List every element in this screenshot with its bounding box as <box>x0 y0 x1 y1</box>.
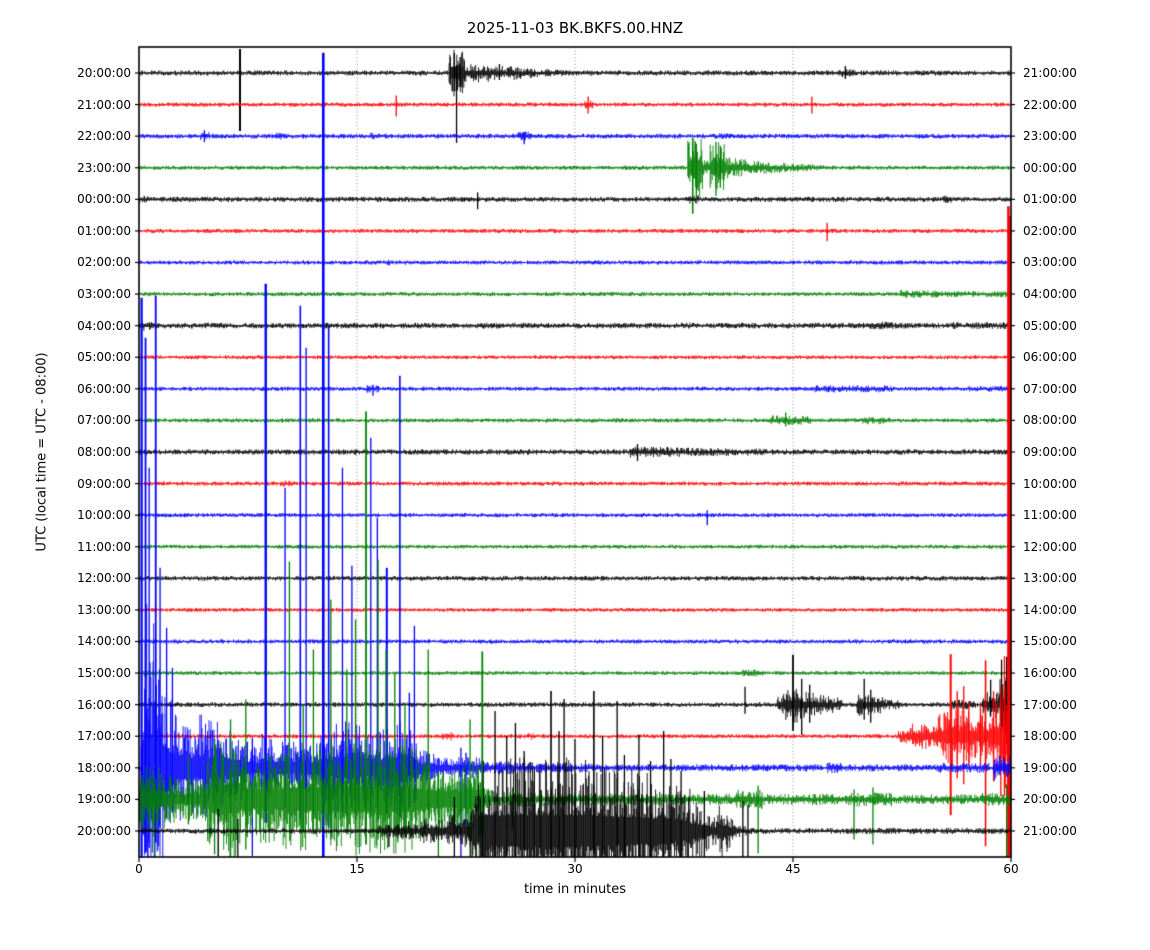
left-tick-label: 11:00:00 <box>77 539 131 554</box>
right-tick-label: 13:00:00 <box>1023 571 1077 586</box>
left-tick-label: 20:00:00 <box>77 823 131 838</box>
left-tick-label: 21:00:00 <box>77 97 131 112</box>
left-tick-label: 14:00:00 <box>77 634 131 649</box>
x-tick-label: 60 <box>1003 862 1019 876</box>
right-tick-label: 14:00:00 <box>1023 602 1077 617</box>
right-tick-label: 17:00:00 <box>1023 697 1077 712</box>
right-tick-label: 03:00:00 <box>1023 255 1077 270</box>
right-tick-label: 05:00:00 <box>1023 318 1077 333</box>
right-tick-label: 00:00:00 <box>1023 160 1077 175</box>
left-tick-label: 22:00:00 <box>77 129 131 144</box>
right-tick-label: 16:00:00 <box>1023 666 1077 681</box>
x-tick-label: 30 <box>567 862 583 876</box>
right-tick-label: 07:00:00 <box>1023 381 1077 396</box>
left-tick-label: 09:00:00 <box>77 476 131 491</box>
right-tick-label: 09:00:00 <box>1023 444 1077 459</box>
right-tick-label: 22:00:00 <box>1023 97 1077 112</box>
x-axis-label: time in minutes <box>523 882 627 897</box>
left-tick-label: 02:00:00 <box>77 255 131 270</box>
x-tick-label: 15 <box>349 862 365 876</box>
right-tick-label: 02:00:00 <box>1023 223 1077 238</box>
left-tick-label: 06:00:00 <box>77 381 131 396</box>
right-tick-label: 08:00:00 <box>1023 413 1077 428</box>
left-tick-label: 10:00:00 <box>77 508 131 523</box>
right-tick-label: 20:00:00 <box>1023 792 1077 807</box>
left-tick-label: 19:00:00 <box>77 792 131 807</box>
right-tick-label: 04:00:00 <box>1023 287 1077 302</box>
right-tick-label: 23:00:00 <box>1023 129 1077 144</box>
left-tick-label: 16:00:00 <box>77 697 131 712</box>
x-tick-label: 0 <box>135 862 143 876</box>
right-tick-label: 12:00:00 <box>1023 539 1077 554</box>
left-tick-label: 12:00:00 <box>77 571 131 586</box>
left-tick-label: 07:00:00 <box>77 413 131 428</box>
right-tick-label: 01:00:00 <box>1023 192 1077 207</box>
right-tick-label: 10:00:00 <box>1023 476 1077 491</box>
right-tick-label: 15:00:00 <box>1023 634 1077 649</box>
left-tick-label: 18:00:00 <box>77 760 131 775</box>
left-tick-label: 00:00:00 <box>77 192 131 207</box>
right-tick-label: 21:00:00 <box>1023 823 1077 838</box>
left-tick-label: 23:00:00 <box>77 160 131 175</box>
right-tick-label: 11:00:00 <box>1023 508 1077 523</box>
left-tick-label: 08:00:00 <box>77 444 131 459</box>
left-tick-label: 01:00:00 <box>77 223 131 238</box>
chart-title: 2025-11-03 BK.BKFS.00.HNZ <box>466 19 684 37</box>
x-tick-label: 45 <box>785 862 801 876</box>
right-tick-label: 18:00:00 <box>1023 729 1077 744</box>
left-tick-label: 04:00:00 <box>77 318 131 333</box>
right-tick-label: 19:00:00 <box>1023 760 1077 775</box>
right-tick-label: 06:00:00 <box>1023 350 1077 365</box>
left-tick-label: 05:00:00 <box>77 350 131 365</box>
left-tick-label: 17:00:00 <box>77 729 131 744</box>
left-tick-label: 20:00:00 <box>77 66 131 80</box>
left-tick-label: 15:00:00 <box>77 666 131 681</box>
right-tick-label: 21:00:00 <box>1023 66 1077 80</box>
left-tick-label: 13:00:00 <box>77 602 131 617</box>
left-tick-label: 03:00:00 <box>77 287 131 302</box>
